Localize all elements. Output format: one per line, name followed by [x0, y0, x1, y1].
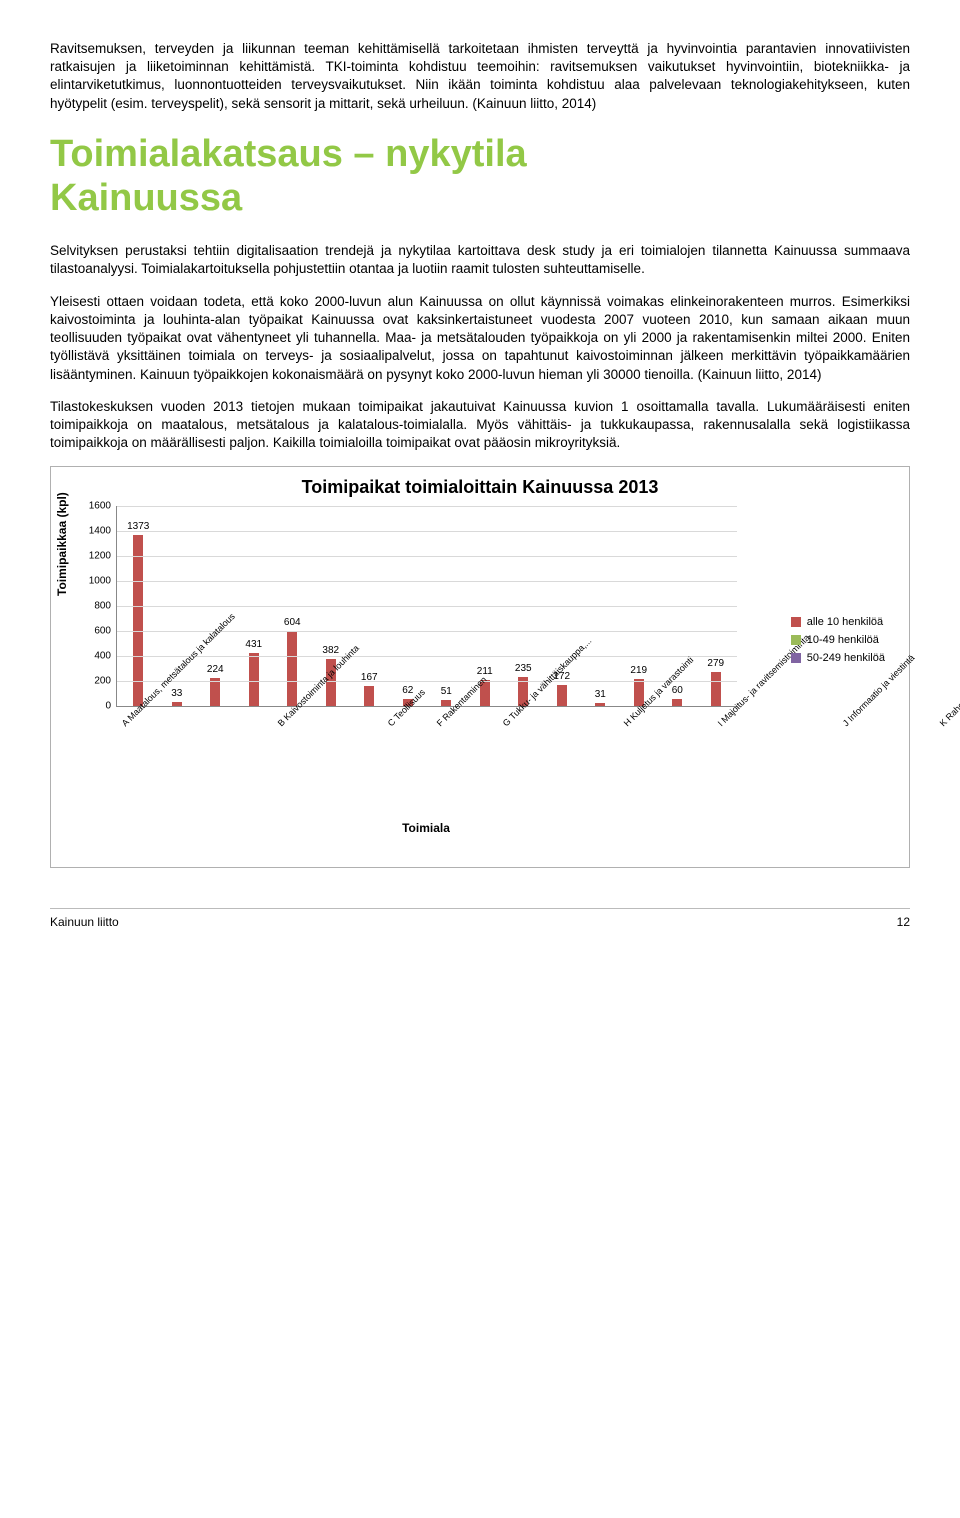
footer-page-number: 12	[897, 915, 910, 929]
grid-line	[117, 681, 737, 682]
y-tick: 0	[83, 701, 111, 712]
legend-item: alle 10 henkilöä	[791, 616, 885, 628]
heading-line1: Toimialakatsaus – nykytila	[50, 133, 527, 175]
bar: 31	[595, 703, 605, 707]
body-paragraph-2: Selvityksen perustaksi tehtiin digitalis…	[50, 242, 910, 278]
legend-label: alle 10 henkilöä	[807, 616, 883, 628]
bar-value-label: 224	[207, 664, 224, 675]
bar-column: 172	[543, 685, 582, 707]
y-tick: 1400	[83, 526, 111, 537]
bar: 224	[210, 678, 220, 706]
y-tick: 400	[83, 651, 111, 662]
legend-label: 50-249 henkilöä	[807, 652, 885, 664]
y-tick: 200	[83, 676, 111, 687]
grid-line	[117, 506, 737, 507]
x-category-label: K Rahoitus- ja vakuutustoiminta	[938, 632, 960, 729]
bar: 172	[557, 685, 567, 707]
grid-line	[117, 656, 737, 657]
y-axis-label: Toimipaikkaa (kpl)	[55, 493, 69, 597]
main-heading: Toimialakatsaus – nykytila Kainuussa	[50, 133, 910, 220]
x-axis-label: Toimiala	[116, 821, 736, 835]
bar-column: 224	[196, 678, 235, 706]
grid-line	[117, 556, 737, 557]
bar-value-label: 33	[171, 688, 182, 699]
legend-label: 10-49 henkilöä	[807, 634, 879, 646]
bar-column: 31	[581, 703, 620, 707]
footer-left: Kainuun liitto	[50, 915, 119, 929]
chart-title: Toimipaikat toimialoittain Kainuussa 201…	[61, 477, 899, 498]
bar-value-label: 51	[441, 686, 452, 697]
bar: 167	[364, 686, 374, 707]
y-tick: 800	[83, 601, 111, 612]
bar-value-label: 31	[595, 689, 606, 700]
x-labels: A Maatalous, metsätalous ja kalatalousB …	[116, 711, 736, 721]
body-paragraph-3: Yleisesti ottaen voidaan todeta, että ko…	[50, 293, 910, 384]
intro-paragraph-1: Ravitsemuksen, terveyden ja liikunnan te…	[50, 40, 910, 113]
bar: 33	[172, 702, 182, 706]
bar-value-label: 382	[322, 645, 339, 656]
bar-column: 33	[158, 702, 197, 706]
bar-value-label: 1373	[127, 521, 149, 532]
bar-column: 431	[235, 653, 274, 707]
legend-swatch	[791, 635, 801, 645]
bar-value-label: 431	[245, 639, 262, 650]
bar: 60	[672, 699, 682, 707]
bar-value-label: 235	[515, 663, 532, 674]
legend-swatch	[791, 653, 801, 663]
bar: 279	[711, 672, 721, 707]
bar-value-label: 279	[707, 658, 724, 669]
legend-item: 10-49 henkilöä	[791, 634, 885, 646]
body-paragraph-4: Tilastokeskuksen vuoden 2013 tietojen mu…	[50, 398, 910, 453]
chart-legend: alle 10 henkilöä 10-49 henkilöä 50-249 hen…	[791, 616, 885, 670]
grid-line	[117, 531, 737, 532]
bar: 431	[249, 653, 259, 707]
y-tick: 1600	[83, 501, 111, 512]
grid-line	[117, 581, 737, 582]
y-tick: 1000	[83, 576, 111, 587]
bar-value-label: 219	[630, 665, 647, 676]
legend-item: 50-249 henkilöä	[791, 652, 885, 664]
page-footer: Kainuun liitto 12	[50, 908, 910, 929]
y-tick: 1200	[83, 551, 111, 562]
bar-value-label: 60	[672, 685, 683, 696]
bar: 604	[287, 631, 297, 707]
bar-column: 167	[350, 686, 389, 707]
bar-column: 60	[658, 699, 697, 707]
chart-body: Toimipaikkaa (kpl) 137333224431604382167…	[61, 506, 899, 841]
legend-swatch	[791, 617, 801, 627]
chart-container: Toimipaikat toimialoittain Kainuussa 201…	[50, 466, 910, 868]
y-tick: 600	[83, 626, 111, 637]
bar-column: 279	[697, 672, 736, 707]
bar-value-label: 604	[284, 617, 301, 628]
grid-line	[117, 606, 737, 607]
heading-line2: Kainuussa	[50, 177, 242, 219]
plot-area: 1373332244316043821676251211235172312196…	[116, 506, 737, 707]
